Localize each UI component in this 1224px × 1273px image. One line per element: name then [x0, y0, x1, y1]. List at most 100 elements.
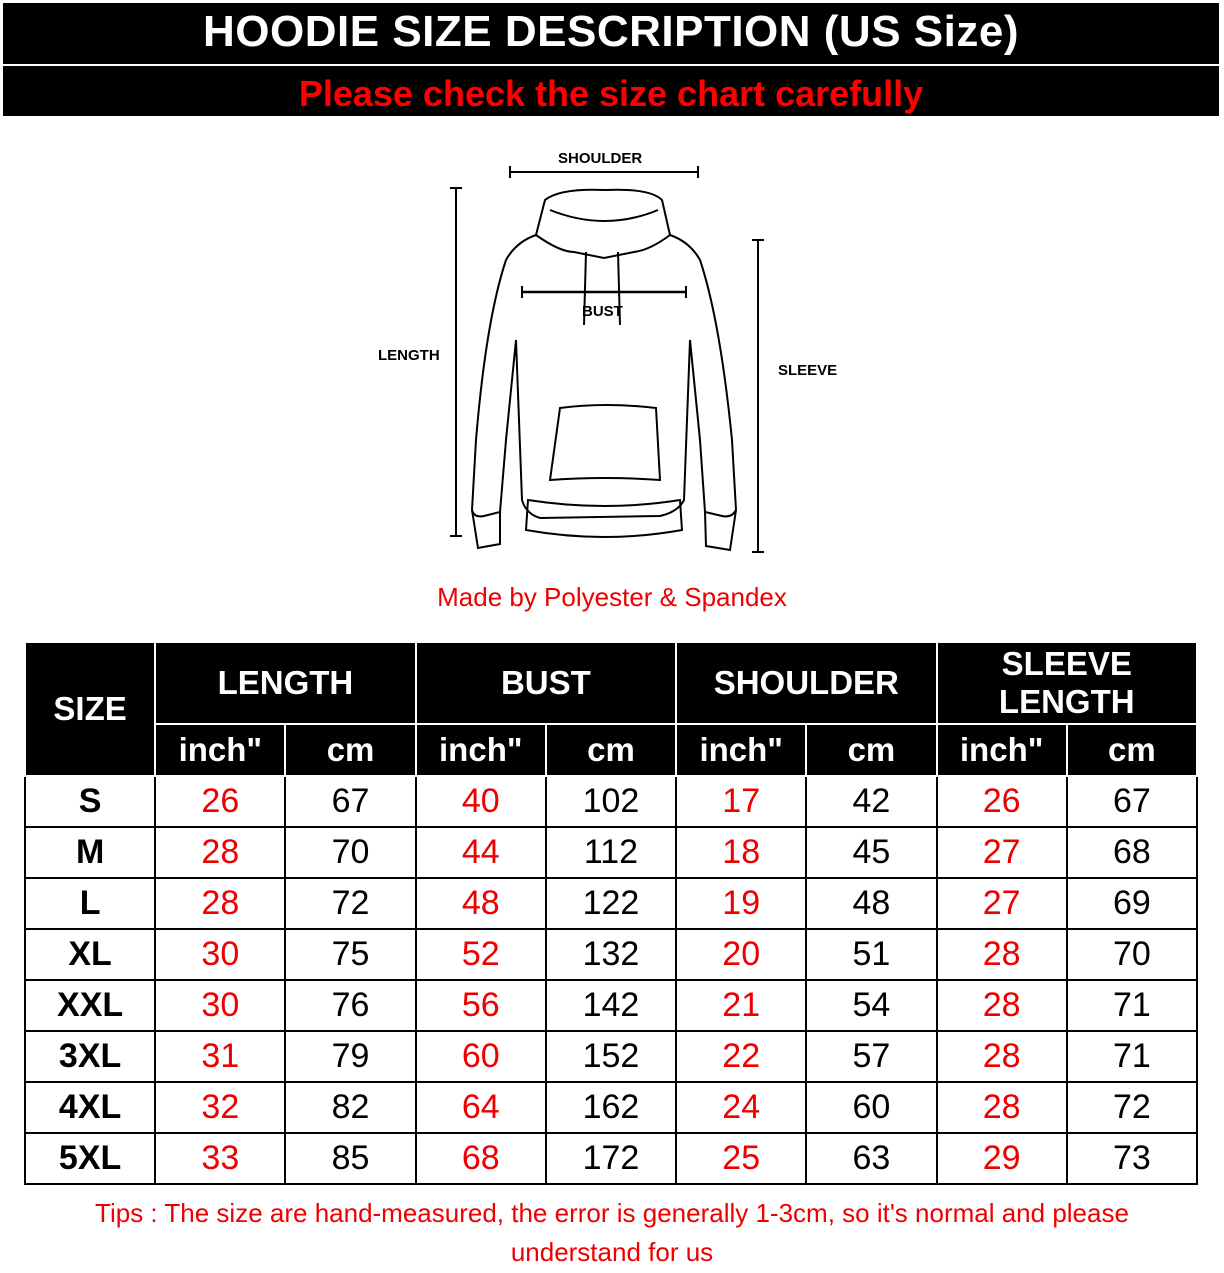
size-cell: M — [23, 826, 157, 879]
inch-value-cell: 60 — [414, 1030, 547, 1083]
cm-value-cell: 70 — [284, 826, 417, 879]
inch-value-cell: 27 — [935, 826, 1068, 879]
sleeve-label: SLEEVE — [778, 362, 838, 379]
cm-value-cell: 60 — [805, 1081, 938, 1134]
cm-value-cell: 102 — [544, 775, 678, 828]
inch-value-cell: 56 — [414, 979, 547, 1032]
size-cell: XL — [23, 928, 157, 981]
table-row: M 28 70 44 112 18 45 27 68 — [23, 826, 1199, 879]
inch-value-cell: 28 — [935, 1081, 1068, 1134]
cm-value-cell: 72 — [284, 877, 417, 930]
header-banner: HOODIE SIZE DESCRIPTION (US Size) Please… — [3, 3, 1219, 116]
inch-value-cell: 28 — [935, 928, 1068, 981]
inch-value-cell: 28 — [154, 826, 287, 879]
inch-value-cell: 25 — [675, 1132, 808, 1185]
size-cell: 5XL — [23, 1132, 157, 1185]
cm-value-cell: 71 — [1065, 1030, 1199, 1083]
size-cell: L — [23, 877, 157, 930]
tips-note: Tips : The size are hand-measured, the e… — [95, 1198, 1129, 1267]
unit-cm: cm — [544, 723, 678, 777]
table-row: XXL 30 76 56 142 21 54 28 71 — [23, 979, 1199, 1032]
bust-header: BUST — [414, 641, 678, 725]
size-table: SIZE LENGTH BUST SHOULDER SLEEVE LENGTH … — [23, 641, 1199, 1185]
inch-value-cell: 21 — [675, 979, 808, 1032]
inch-value-cell: 26 — [154, 775, 287, 828]
inch-value-cell: 28 — [935, 979, 1068, 1032]
inch-value-cell: 28 — [935, 1030, 1068, 1083]
table-row: L 28 72 48 122 19 48 27 69 — [23, 877, 1199, 930]
length-label: LENGTH — [378, 347, 440, 364]
cm-value-cell: 71 — [1065, 979, 1199, 1032]
bust-label: BUST — [582, 303, 623, 320]
cm-value-cell: 132 — [544, 928, 678, 981]
header-divider — [3, 64, 1219, 66]
unit-inch: inch" — [414, 723, 547, 777]
unit-inch: inch" — [935, 723, 1068, 777]
inch-value-cell: 29 — [935, 1132, 1068, 1185]
size-cell: 4XL — [23, 1081, 157, 1134]
inch-value-cell: 18 — [675, 826, 808, 879]
cm-value-cell: 70 — [1065, 928, 1199, 981]
cm-value-cell: 67 — [1065, 775, 1199, 828]
table-row: S 26 67 40 102 17 42 26 67 — [23, 775, 1199, 828]
table-row: XL 30 75 52 132 20 51 28 70 — [23, 928, 1199, 981]
unit-cm: cm — [1065, 723, 1199, 777]
inch-value-cell: 33 — [154, 1132, 287, 1185]
page-subtitle: Please check the size chart carefully — [298, 73, 924, 114]
cm-value-cell: 48 — [805, 877, 938, 930]
cm-value-cell: 152 — [544, 1030, 678, 1083]
unit-cm: cm — [805, 723, 938, 777]
length-header: LENGTH — [154, 641, 417, 725]
cm-value-cell: 142 — [544, 979, 678, 1032]
cm-value-cell: 75 — [284, 928, 417, 981]
cm-value-cell: 73 — [1065, 1132, 1199, 1185]
cm-value-cell: 51 — [805, 928, 938, 981]
sleeve-length-header: SLEEVE LENGTH — [935, 641, 1199, 725]
cm-value-cell: 122 — [544, 877, 678, 930]
cm-value-cell: 63 — [805, 1132, 938, 1185]
unit-inch: inch" — [675, 723, 808, 777]
inch-value-cell: 30 — [154, 979, 287, 1032]
inch-value-cell: 32 — [154, 1081, 287, 1134]
cm-value-cell: 42 — [805, 775, 938, 828]
table-row: 5XL 33 85 68 172 25 63 29 73 — [23, 1132, 1199, 1185]
inch-value-cell: 20 — [675, 928, 808, 981]
size-cell: S — [23, 775, 157, 828]
cm-value-cell: 68 — [1065, 826, 1199, 879]
inch-value-cell: 48 — [414, 877, 547, 930]
cm-value-cell: 82 — [284, 1081, 417, 1134]
shoulder-header: SHOULDER — [675, 641, 938, 725]
hoodie-diagram: SHOULDER BUST LENGTH SLEEVE — [360, 140, 860, 570]
hoodie-illustration — [450, 166, 764, 553]
cm-value-cell: 54 — [805, 979, 938, 1032]
cm-value-cell: 72 — [1065, 1081, 1199, 1134]
material-note: Made by Polyester & Spandex — [437, 582, 787, 612]
cm-value-cell: 172 — [544, 1132, 678, 1185]
inch-value-cell: 52 — [414, 928, 547, 981]
cm-value-cell: 79 — [284, 1030, 417, 1083]
inch-value-cell: 22 — [675, 1030, 808, 1083]
cm-value-cell: 76 — [284, 979, 417, 1032]
table-row: 3XL 31 79 60 152 22 57 28 71 — [23, 1030, 1199, 1083]
inch-value-cell: 68 — [414, 1132, 547, 1185]
size-cell: XXL — [23, 979, 157, 1032]
unit-cm: cm — [284, 723, 417, 777]
inch-value-cell: 40 — [414, 775, 547, 828]
inch-value-cell: 27 — [935, 877, 1068, 930]
cm-value-cell: 67 — [284, 775, 417, 828]
cm-value-cell: 112 — [544, 826, 678, 879]
cm-value-cell: 57 — [805, 1030, 938, 1083]
page-title: HOODIE SIZE DESCRIPTION (US Size) — [203, 7, 1019, 56]
cm-value-cell: 45 — [805, 826, 938, 879]
size-header: SIZE — [23, 641, 157, 777]
cm-value-cell: 85 — [284, 1132, 417, 1185]
unit-inch: inch" — [154, 723, 287, 777]
inch-value-cell: 19 — [675, 877, 808, 930]
size-cell: 3XL — [23, 1030, 157, 1083]
inch-value-cell: 44 — [414, 826, 547, 879]
cm-value-cell: 69 — [1065, 877, 1199, 930]
inch-value-cell: 17 — [675, 775, 808, 828]
shoulder-label: SHOULDER — [558, 150, 643, 167]
cm-value-cell: 162 — [544, 1081, 678, 1134]
inch-value-cell: 26 — [935, 775, 1068, 828]
